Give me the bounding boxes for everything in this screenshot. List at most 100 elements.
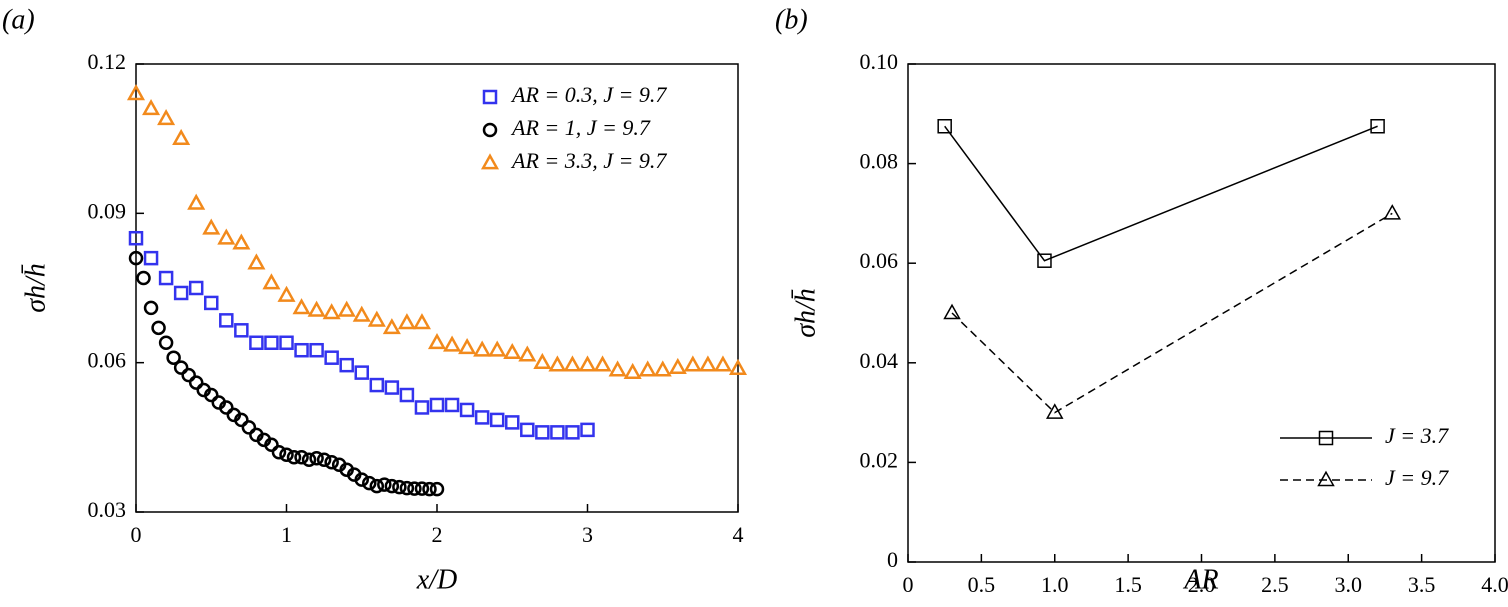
x-tick-label: 1.0 [1041, 572, 1069, 597]
x-tick-label: 1.5 [1114, 572, 1142, 597]
marker-triangle [322, 303, 341, 320]
marker-square [489, 412, 505, 428]
marker-circle [301, 452, 317, 467]
marker-triangle [202, 218, 221, 235]
marker-triangle [382, 318, 401, 335]
marker-circle [392, 479, 407, 495]
series-line [951, 212, 1393, 414]
marker-triangle [473, 340, 492, 357]
marker-triangle [638, 360, 657, 377]
marker-circle [384, 478, 400, 494]
marker-square [505, 415, 520, 430]
marker-triangle [247, 253, 266, 270]
x-axis-label: AR [1182, 564, 1218, 595]
x-tick-label: 1 [281, 522, 292, 547]
marker-triangle [397, 313, 416, 330]
marker-square [309, 342, 324, 358]
marker-circle [482, 122, 498, 138]
x-tick-label: 0 [903, 572, 914, 597]
marker-circle [173, 360, 189, 375]
marker-circle [264, 437, 279, 453]
marker-circle [279, 447, 294, 463]
legend-marker [1318, 430, 1334, 446]
y-tick-label: 0.03 [88, 497, 127, 522]
marker-square [937, 119, 952, 134]
y-tick-label: 0.06 [88, 348, 127, 373]
x-tick-label: 3 [582, 522, 593, 547]
marker-square [384, 380, 400, 395]
marker-triangle [548, 355, 567, 372]
marker-square [1370, 119, 1385, 134]
marker-square [158, 270, 174, 286]
marker-square [128, 230, 144, 246]
series-line [944, 125, 1378, 262]
marker-triangle [623, 362, 642, 379]
marker-triangle [367, 310, 386, 327]
y-tick-label: 0.12 [88, 49, 127, 74]
marker-triangle [458, 337, 477, 355]
marker-triangle [172, 128, 191, 146]
marker-triangle [533, 352, 552, 370]
marker-triangle [480, 153, 500, 170]
legend-label: J = 3.7 [1385, 423, 1449, 448]
marker-triangle [943, 303, 961, 320]
marker-circle [158, 335, 174, 351]
marker-triangle [683, 355, 702, 372]
legend-label: AR = 0.3, J = 9.7 [510, 82, 667, 107]
marker-square [414, 400, 430, 415]
marker-square [279, 335, 294, 351]
marker-triangle [337, 300, 356, 317]
marker-circle [316, 452, 332, 467]
y-tick-label: 0 [887, 547, 898, 572]
marker-triangle [563, 355, 582, 372]
marker-triangle [713, 355, 732, 372]
marker-circle [151, 320, 166, 336]
marker-square [535, 425, 550, 440]
marker-triangle [668, 357, 687, 374]
marker-circle [271, 445, 287, 460]
y-tick-label: 0.08 [860, 149, 899, 174]
marker-triangle [352, 305, 371, 322]
y-tick-label: 0.10 [860, 49, 899, 74]
y-tick-label: 0.04 [860, 348, 899, 373]
marker-triangle [608, 360, 627, 377]
marker-circle [369, 478, 385, 494]
x-tick-label: 4 [733, 522, 744, 547]
marker-circle [204, 387, 219, 403]
x-tick-label: 3.0 [1335, 572, 1363, 597]
marker-circle [188, 375, 204, 390]
marker-triangle [217, 228, 236, 245]
y-tick-label: 0.06 [860, 248, 899, 273]
x-tick-label: 0 [131, 522, 142, 547]
marker-square [482, 89, 498, 105]
marker-triangle [412, 313, 431, 330]
marker-square [324, 350, 339, 365]
marker-circle [136, 270, 151, 286]
marker-triangle [443, 335, 462, 352]
marker-circle [429, 481, 445, 497]
marker-square [143, 250, 159, 266]
marker-triangle [1383, 204, 1402, 220]
marker-square [444, 397, 460, 413]
legend-label: AR = 1, J = 9.7 [510, 115, 651, 140]
y-tick-label: 0.02 [860, 447, 899, 472]
marker-circle [294, 449, 309, 465]
marker-square [204, 295, 219, 311]
marker-circle [128, 250, 144, 266]
marker-circle [234, 412, 249, 428]
marker-triangle [427, 333, 447, 350]
marker-square [294, 342, 309, 358]
marker-circle [362, 475, 377, 491]
x-tick-label: 2.0 [1188, 572, 1216, 597]
legend-label: AR = 3.3, J = 9.7 [510, 148, 667, 173]
x-tick-label: 2 [432, 522, 443, 547]
marker-square [234, 323, 249, 338]
marker-square [339, 357, 354, 373]
x-tick-label: 4.0 [1481, 572, 1508, 597]
marker-triangle [277, 285, 296, 302]
marker-triangle [307, 300, 326, 317]
legend-label: J = 9.7 [1385, 465, 1449, 490]
marker-triangle [157, 109, 176, 126]
marker-triangle [142, 99, 161, 116]
